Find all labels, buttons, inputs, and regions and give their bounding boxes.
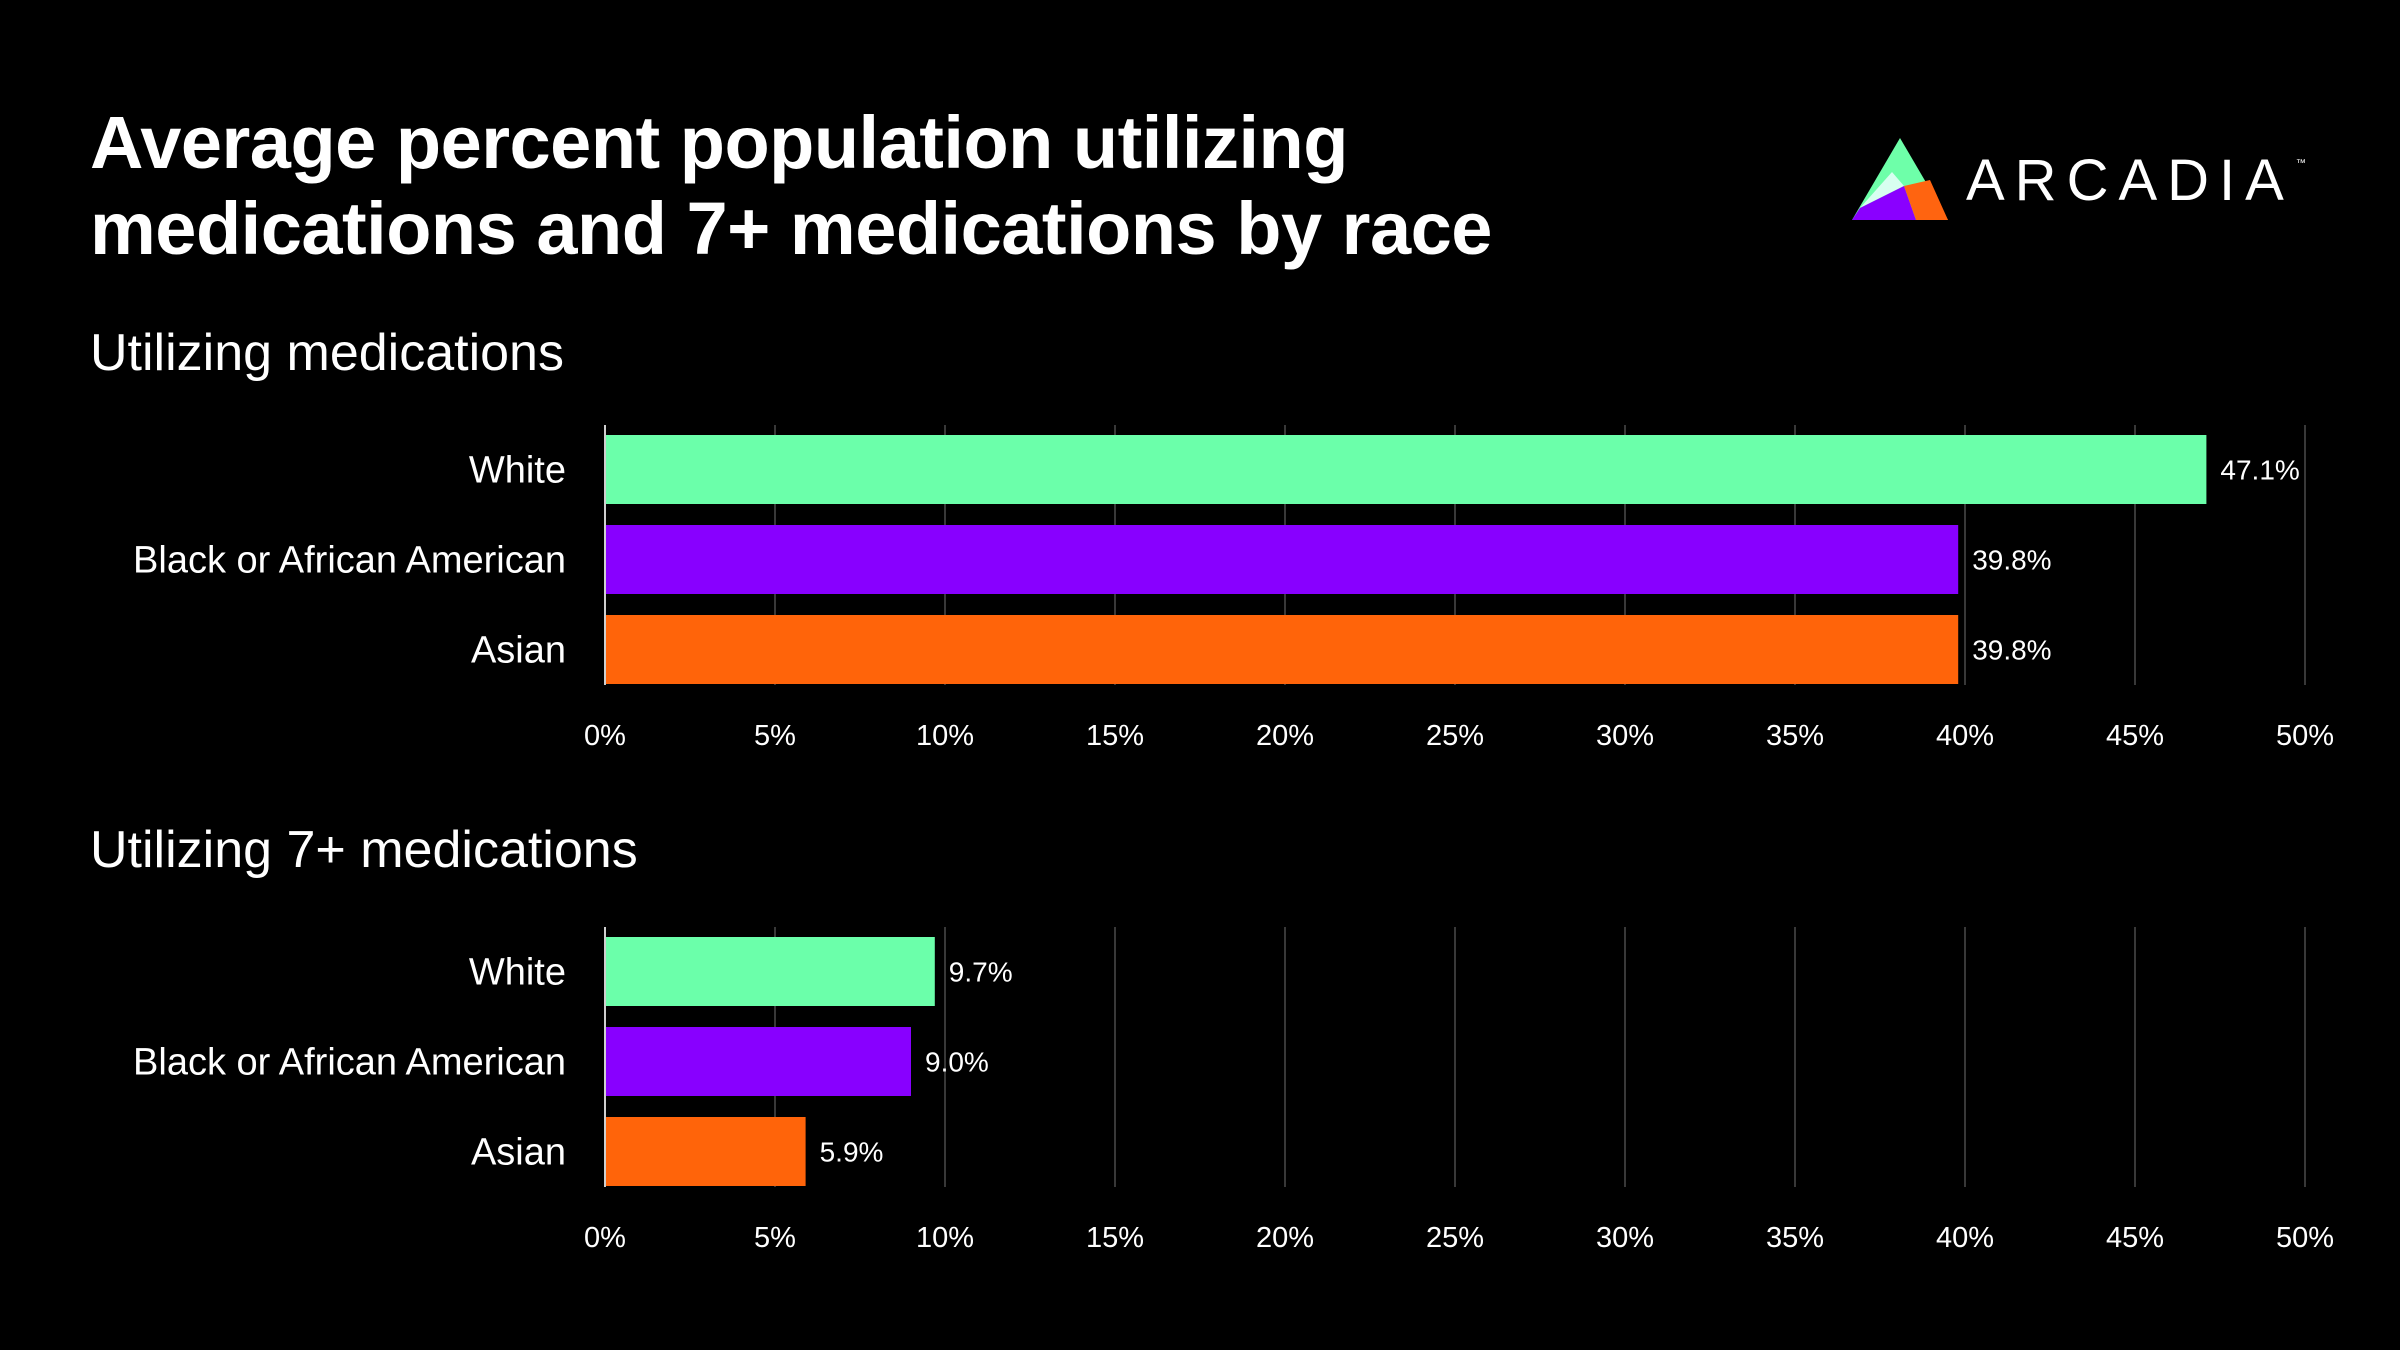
x-tick-label: 15% (1086, 1222, 1144, 1254)
value-label: 47.1% (2220, 455, 2299, 486)
x-tick-label: 10% (916, 1222, 974, 1254)
x-tick-label: 45% (2106, 720, 2164, 752)
bar-black-or-african-american (606, 1027, 911, 1096)
x-tick-label: 20% (1256, 720, 1314, 752)
x-tick-label: 35% (1766, 1222, 1824, 1254)
x-tick-label: 5% (754, 720, 796, 752)
x-tick-label: 40% (1936, 1222, 1994, 1254)
value-label: 5.9% (820, 1137, 884, 1168)
x-tick-label: 25% (1426, 720, 1484, 752)
x-tick-label: 20% (1256, 1222, 1314, 1254)
category-label: White (469, 450, 566, 492)
bar-black-or-african-american (606, 525, 1959, 594)
title-line-1: Average percent population utilizing (90, 101, 1348, 184)
arcadia-logo: ARCADIA ™ (1852, 138, 2306, 224)
bar-asian (606, 615, 1959, 684)
x-tick-label: 30% (1596, 720, 1654, 752)
x-tick-label: 35% (1766, 720, 1824, 752)
chart-utilizing-7plus-medications: 0% 5% 10% 15% 20% 25% 30% 35% 40% 45% 50% White 9.7%… (133, 927, 2334, 1254)
title-line-2: medications and 7+ medications by race (90, 187, 1492, 270)
category-label: White (469, 952, 566, 994)
bar-white (606, 435, 2207, 504)
x-tick-label: 50% (2276, 720, 2334, 752)
value-label: 9.7% (949, 957, 1013, 988)
arcadia-triangle-icon (1852, 138, 1948, 220)
bar-white (606, 937, 935, 1006)
value-label: 39.8% (1972, 635, 2051, 666)
x-tick-label: 15% (1086, 720, 1144, 752)
chart-2-title: Utilizing 7+ medications (90, 821, 638, 879)
chart-title: Average percent population utilizing med… (90, 100, 1492, 272)
x-tick-label: 0% (584, 720, 626, 752)
chart-utilizing-medications: 0% 5% 10% 15% 20% 25% 30% 35% 40% 45% 50% White 47.1… (133, 425, 2334, 752)
category-label: Asian (471, 1132, 566, 1174)
category-label: Asian (471, 630, 566, 672)
x-tick-label: 25% (1426, 1222, 1484, 1254)
x-tick-label: 50% (2276, 1222, 2334, 1254)
bar-asian (606, 1117, 806, 1186)
logo-wordmark: ARCADIA (1966, 148, 2294, 213)
x-tick-label: 10% (916, 720, 974, 752)
chart-1-title: Utilizing medications (90, 324, 564, 382)
x-tick-label: 40% (1936, 720, 1994, 752)
value-label: 9.0% (925, 1047, 989, 1078)
x-tick-label: 45% (2106, 1222, 2164, 1254)
x-tick-label: 0% (584, 1222, 626, 1254)
category-label: Black or African American (133, 1042, 566, 1084)
value-label: 39.8% (1972, 545, 2051, 576)
trademark: ™ (2295, 158, 2306, 169)
category-label: Black or African American (133, 540, 566, 582)
x-tick-label: 5% (754, 1222, 796, 1254)
x-tick-label: 30% (1596, 1222, 1654, 1254)
